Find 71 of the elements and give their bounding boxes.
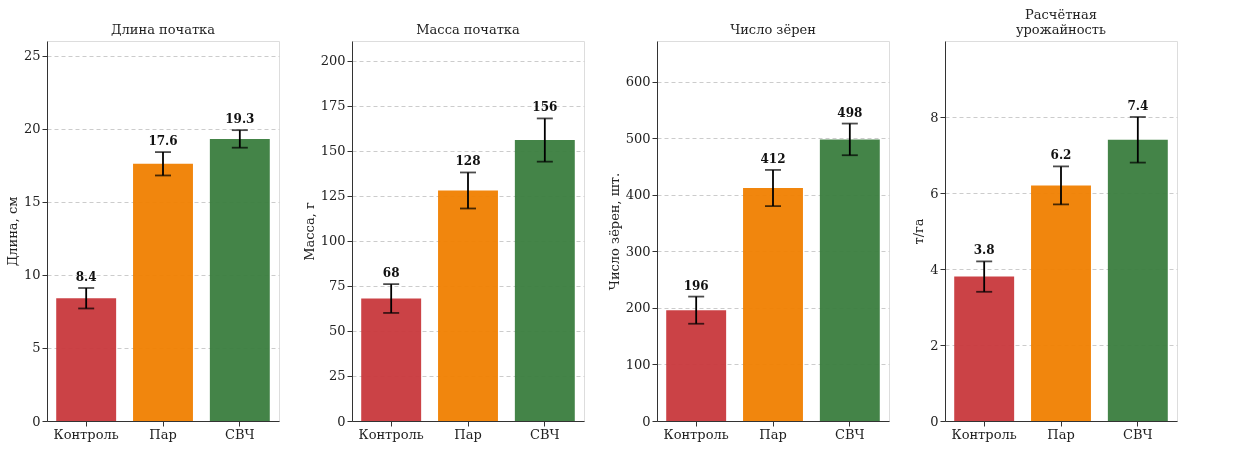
- y-tick-label: 10: [23, 267, 41, 283]
- x-tick-label: Контроль: [663, 426, 729, 442]
- y-tick-label: 25: [23, 48, 41, 64]
- y-axis-title: т/га: [911, 218, 927, 245]
- bar: [819, 139, 880, 421]
- data-label: 3.8: [973, 243, 995, 258]
- data-label: 412: [760, 151, 786, 166]
- bar: [954, 276, 1015, 421]
- y-tick-label: 100: [625, 356, 651, 372]
- data-label: 19.3: [225, 112, 255, 127]
- y-axis-title: Число зёрен, шт.: [606, 172, 622, 291]
- y-tick-label: 150: [320, 143, 346, 159]
- y-tick-label: 125: [320, 188, 346, 204]
- y-tick-label: 0: [930, 413, 939, 429]
- y-tick-label: 25: [328, 368, 346, 384]
- y-tick-label: 300: [625, 243, 651, 259]
- y-tick-label: 175: [320, 98, 346, 114]
- bar: [133, 163, 193, 421]
- y-tick-label: 500: [625, 130, 651, 146]
- bar: [56, 298, 117, 421]
- chart-title: Расчётная урожайность: [1015, 7, 1107, 37]
- chart-title: Число зёрен: [730, 22, 816, 37]
- data-label: 156: [532, 100, 558, 115]
- y-tick-label: 75: [328, 278, 346, 294]
- y-tick-label: 6: [930, 185, 939, 201]
- y-tick-label: 200: [625, 300, 651, 316]
- data-label: 498: [837, 105, 863, 120]
- y-tick-label: 50: [328, 323, 346, 339]
- x-tick-label: Пар: [1047, 426, 1075, 442]
- data-label: 17.6: [148, 134, 178, 149]
- data-label: 128: [455, 154, 481, 169]
- x-tick-label: СВЧ: [530, 426, 560, 442]
- data-label: 196: [683, 278, 709, 293]
- x-tick-label: СВЧ: [225, 426, 255, 442]
- y-tick-label: 15: [23, 194, 41, 210]
- y-tick-label: 200: [320, 53, 346, 69]
- x-tick-label: СВЧ: [835, 426, 865, 442]
- chart-title: Масса початка: [416, 22, 520, 37]
- y-tick-label: 0: [32, 413, 41, 429]
- bar: [743, 188, 803, 421]
- x-tick-label: Пар: [454, 426, 482, 442]
- y-tick-label: 0: [337, 413, 346, 429]
- y-tick-label: 2: [930, 337, 939, 353]
- y-tick-label: 0: [642, 413, 651, 429]
- data-label: 8.4: [75, 270, 97, 284]
- y-tick-label: 400: [625, 187, 651, 203]
- bar: [514, 140, 575, 421]
- y-tick-label: 600: [625, 74, 651, 90]
- x-tick-label: СВЧ: [1123, 426, 1153, 442]
- bar: [361, 298, 422, 421]
- y-tick-label: 20: [23, 121, 41, 137]
- bar: [1031, 185, 1091, 421]
- y-tick-label: 8: [930, 109, 939, 125]
- y-tick-label: 100: [320, 233, 346, 249]
- y-axis-title: Масса, г: [301, 202, 317, 261]
- data-label: 68: [382, 266, 400, 281]
- y-tick-label: 5: [32, 340, 41, 356]
- data-label: 7.4: [1127, 99, 1149, 113]
- bar: [438, 190, 498, 421]
- bar: [1107, 139, 1168, 421]
- x-tick-label: Пар: [149, 426, 177, 442]
- x-tick-label: Контроль: [951, 426, 1017, 442]
- chart-title: Длина початка: [111, 22, 216, 37]
- bar: [209, 138, 270, 421]
- y-axis-title: Длина, см: [4, 196, 20, 267]
- x-tick-label: Контроль: [53, 426, 119, 442]
- bar: [666, 310, 727, 421]
- x-tick-label: Контроль: [358, 426, 424, 442]
- x-tick-label: Пар: [759, 426, 787, 442]
- y-tick-label: 4: [930, 261, 939, 277]
- data-label: 6.2: [1050, 148, 1072, 163]
